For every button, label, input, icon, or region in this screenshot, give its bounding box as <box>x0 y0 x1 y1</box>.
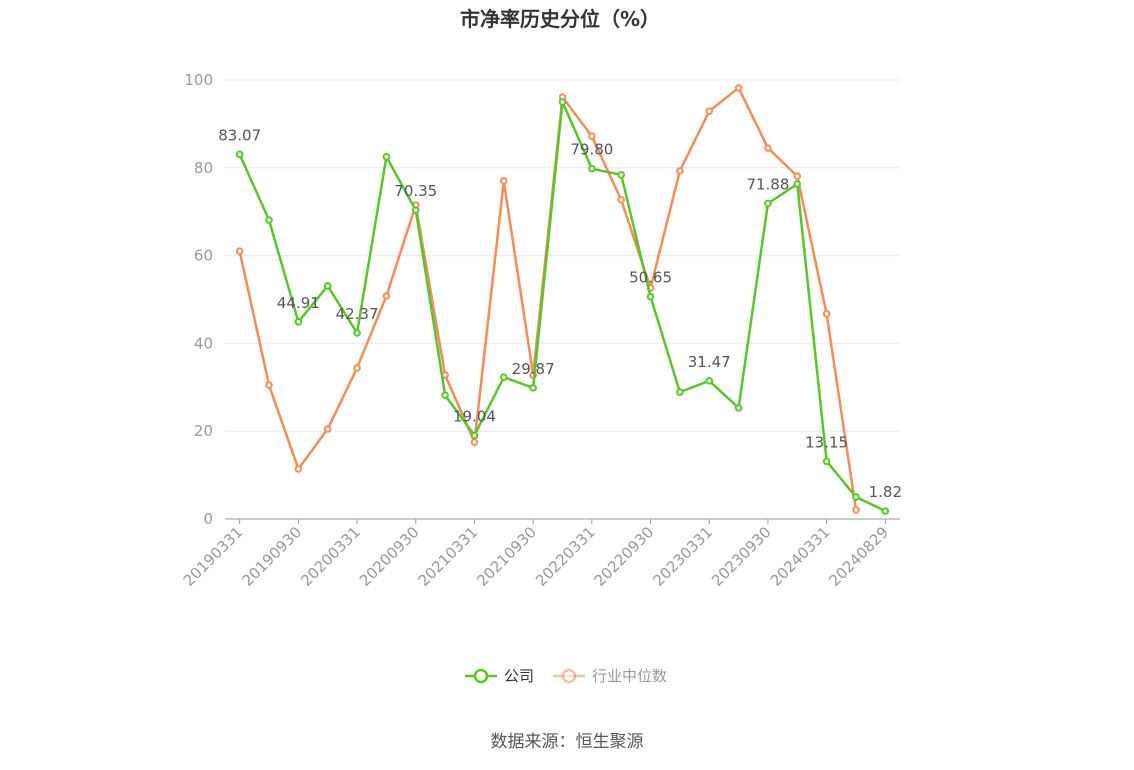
point <box>617 171 625 179</box>
legend-label: 行业中位数 <box>592 667 667 685</box>
x-tick-label: 20220930 <box>591 523 658 590</box>
data-label: 83.07 <box>218 126 261 144</box>
y-tick-label: 80 <box>194 159 213 177</box>
x-tick-label: 20230331 <box>649 523 716 590</box>
point <box>588 164 596 173</box>
point <box>588 132 596 140</box>
point <box>441 391 449 400</box>
x-tick-label: 20240829 <box>825 523 892 590</box>
data-label: 29.87 <box>512 360 555 378</box>
data-label: 31.47 <box>688 353 731 371</box>
point <box>676 388 684 396</box>
data-label: 50.65 <box>629 269 672 287</box>
point <box>294 465 303 473</box>
point <box>822 310 831 318</box>
x-tick-label: 20190331 <box>180 523 247 590</box>
chart-title: 市净率历史分位（%） <box>460 7 660 31</box>
data-label: 79.80 <box>570 141 613 159</box>
point <box>382 292 391 300</box>
data-label: 19.04 <box>453 407 496 425</box>
point <box>793 172 802 180</box>
data-label: 44.91 <box>277 294 320 312</box>
series-line <box>238 85 858 510</box>
point <box>470 431 479 440</box>
data-label: 1.82 <box>869 483 902 501</box>
x-tick-label: 20220331 <box>532 523 599 590</box>
point <box>617 196 625 204</box>
y-tick-label: 0 <box>203 510 213 528</box>
data-label: 42.37 <box>336 305 379 323</box>
point <box>323 282 332 290</box>
point <box>294 318 303 326</box>
point <box>500 373 508 382</box>
point <box>852 493 860 501</box>
x-tick-label: 20230930 <box>708 523 775 590</box>
point <box>646 292 655 301</box>
point <box>500 177 508 185</box>
x-tick-label: 20200930 <box>356 523 423 590</box>
point <box>470 438 479 446</box>
y-tick-label: 20 <box>194 422 213 440</box>
point <box>323 425 332 433</box>
y-tick-label: 40 <box>194 334 213 352</box>
point <box>881 507 890 515</box>
point <box>764 199 772 208</box>
point <box>734 84 743 92</box>
point <box>235 150 244 159</box>
point <box>235 247 244 256</box>
y-tick-label: 60 <box>194 247 213 265</box>
x-tick-label: 20240331 <box>767 523 834 590</box>
point <box>852 505 860 514</box>
point <box>793 180 802 188</box>
point <box>411 206 420 214</box>
point <box>822 457 831 466</box>
x-tick-label: 20210331 <box>415 523 482 590</box>
point <box>734 404 743 412</box>
point <box>265 216 273 224</box>
x-tick-label: 20200331 <box>297 523 364 590</box>
legend-marker <box>473 668 489 684</box>
point <box>382 153 391 161</box>
point <box>265 381 273 389</box>
point <box>558 98 567 106</box>
x-tick-label: 20210930 <box>473 523 540 590</box>
data-label: 71.88 <box>746 175 789 193</box>
data-label: 13.15 <box>805 433 848 451</box>
legend-label: 公司 <box>504 667 534 685</box>
source: 数据来源：恒生聚源 <box>491 732 644 752</box>
point <box>353 329 361 337</box>
data-label: 70.35 <box>394 182 437 200</box>
x-tick-label: 20190930 <box>238 523 305 590</box>
point <box>529 384 537 392</box>
point <box>705 107 714 115</box>
y-tick-label: 100 <box>184 71 213 89</box>
point <box>676 167 684 175</box>
point <box>705 377 714 385</box>
point <box>353 364 361 372</box>
legend-marker <box>561 668 577 684</box>
point <box>764 144 772 152</box>
